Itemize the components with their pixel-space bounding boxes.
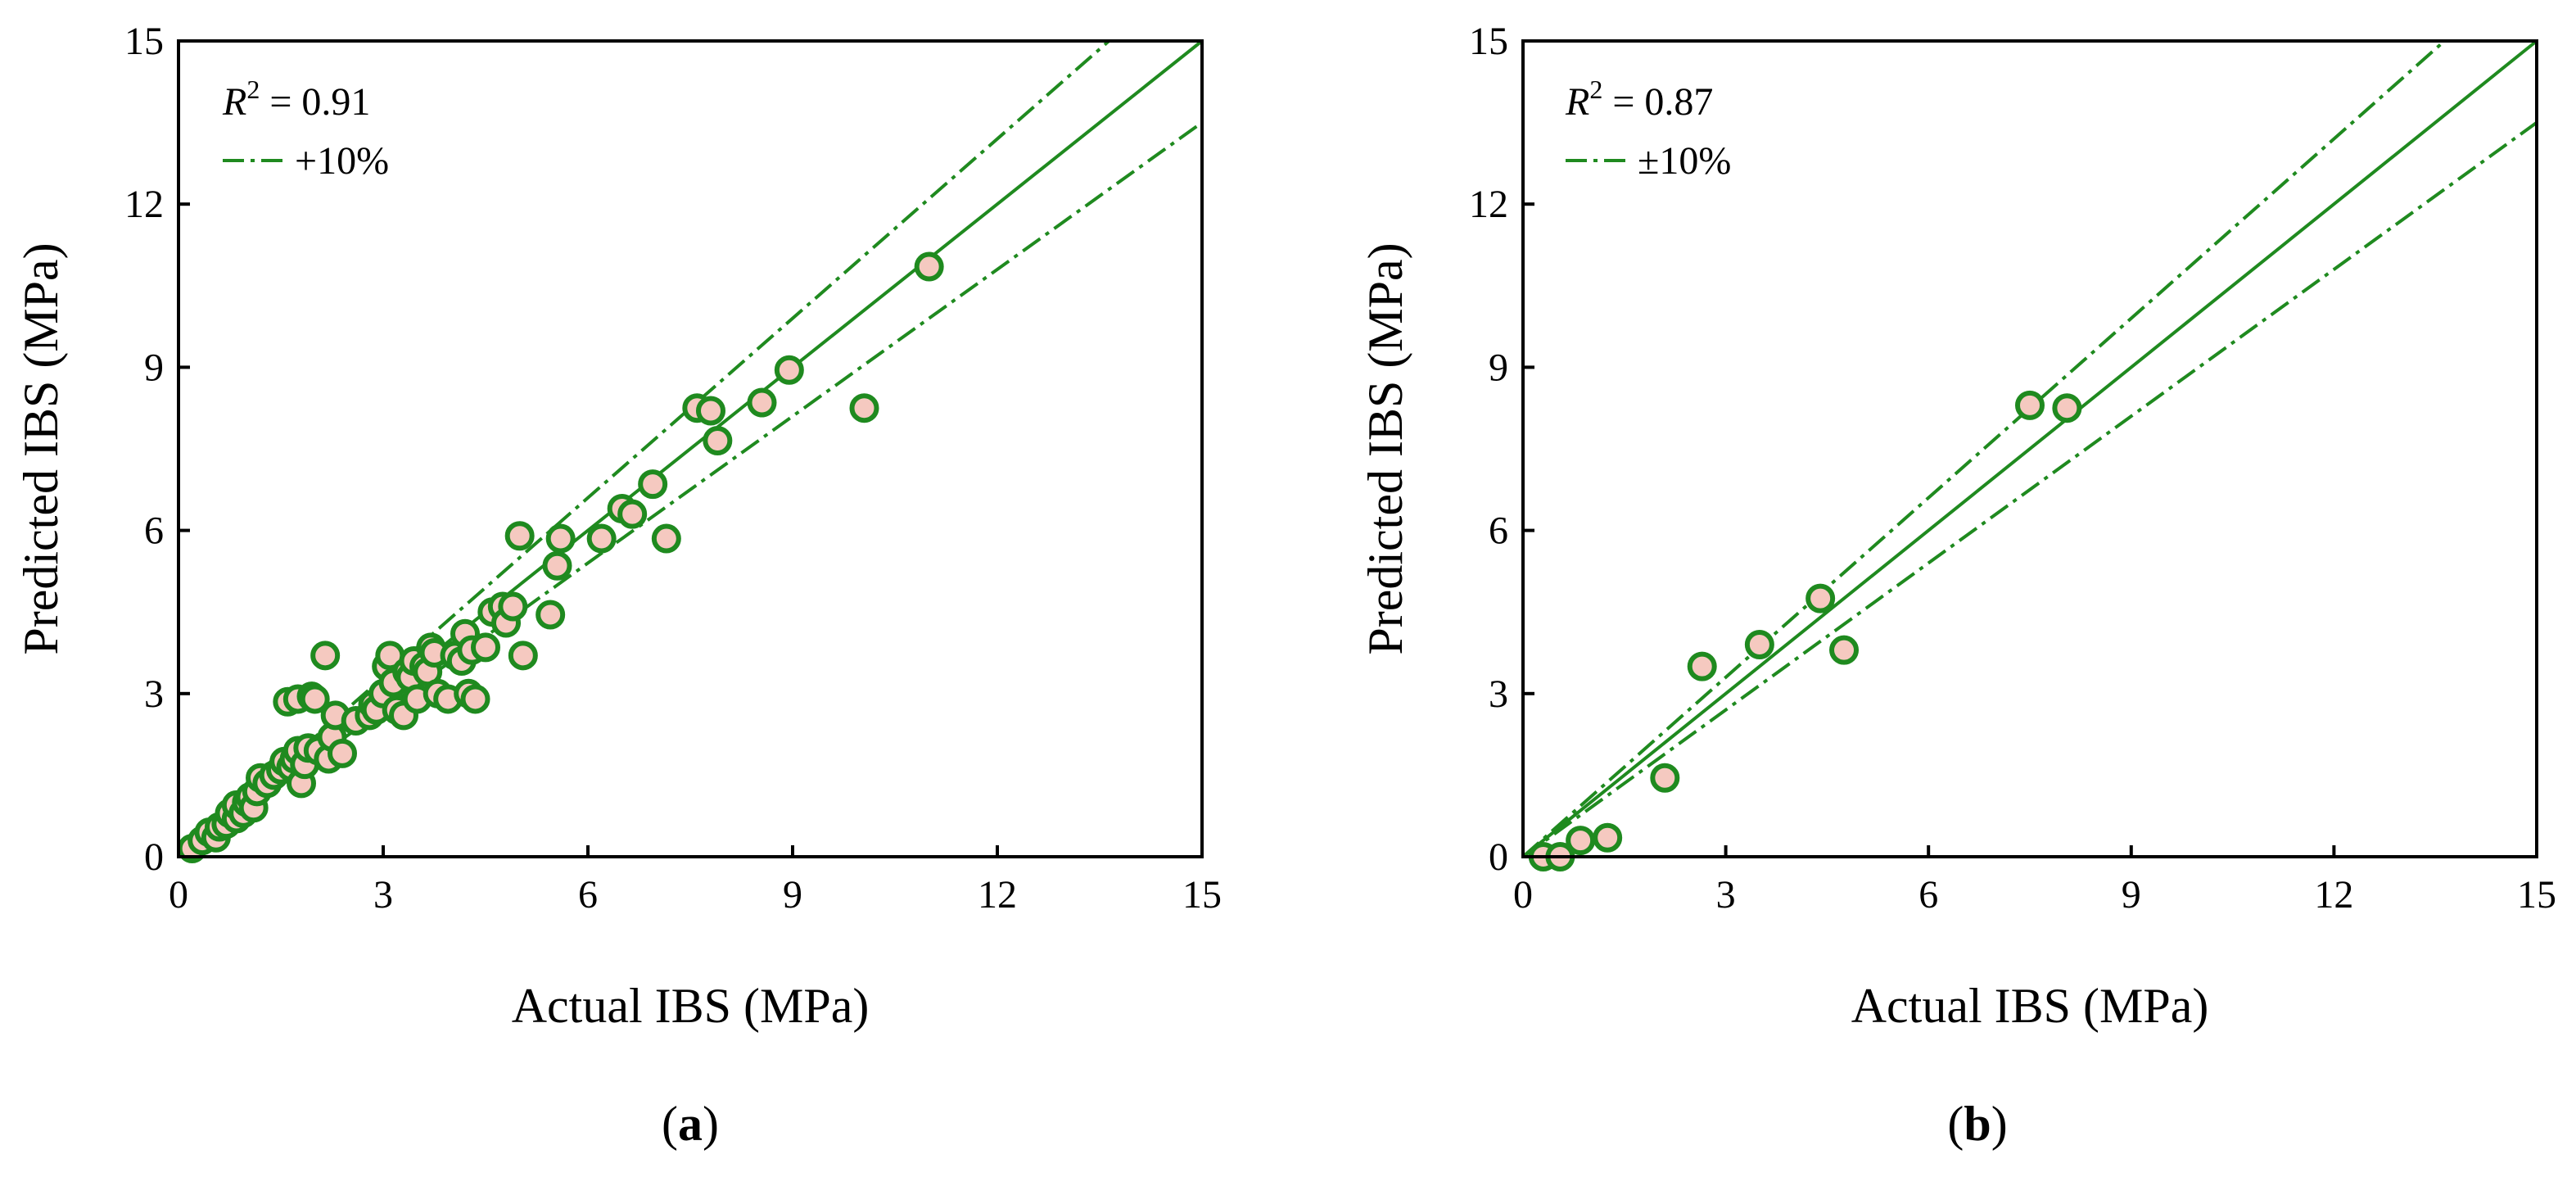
panel-a-x-tick-label-9: 9 — [783, 873, 802, 917]
panel-a-point-77 — [696, 396, 725, 426]
panel-a-ticks: 0 3 6 9 12 15 0 3 6 9 12 15 — [124, 20, 1222, 917]
panel-b-point-4 — [1650, 763, 1680, 793]
panel-a-x-axis-title: Actual IBS (MPa) — [512, 979, 870, 1033]
panel-b-y-tick-label-15: 15 — [1469, 20, 1508, 63]
panel-b-r2-value: = 0.87 — [1602, 80, 1713, 124]
panel-a-point-68 — [536, 600, 566, 630]
panel-a-y-tick-label-0: 0 — [144, 835, 164, 879]
panel-b-point-7 — [1805, 583, 1836, 613]
panel-b-point-6 — [1744, 630, 1774, 660]
panel-b-x-tick-label-9: 9 — [2122, 873, 2141, 917]
panel-a-point-79 — [747, 387, 777, 418]
panel-a-label-letter: a — [678, 1097, 703, 1151]
panel-b-y-tick-label-3: 3 — [1489, 672, 1508, 716]
panel-a-point-74 — [638, 469, 668, 500]
panel-b-x-tick-label-15: 15 — [2517, 873, 2556, 917]
panel-b-y-tick-label-9: 9 — [1489, 346, 1508, 389]
panel-a-point-81 — [849, 393, 879, 423]
panel-a: 0 3 6 9 12 15 0 3 6 9 12 15 Actual IBS (MPa) Predic… — [14, 20, 1222, 1151]
panel-a-x-tick-label-12: 12 — [978, 873, 1017, 917]
panel-b-label-letter: b — [1964, 1097, 1991, 1151]
panel-a-x-tick-label-6: 6 — [578, 873, 598, 917]
panel-a-y-tick-label-15: 15 — [124, 20, 164, 63]
panel-a-r2-sup: 2 — [246, 75, 260, 104]
panel-a-point-28 — [300, 684, 330, 714]
panel-a-r2-symbol: R — [222, 80, 246, 124]
panel-b-y-tick-label-6: 6 — [1489, 509, 1508, 553]
panel-b-point-5 — [1687, 651, 1717, 681]
panel-a-points — [177, 251, 944, 864]
panel-a-y-tick-label-6: 6 — [144, 509, 164, 553]
panel-a-point-71 — [586, 523, 617, 554]
panel-b-line-lower-10pct — [1521, 120, 2538, 858]
panel-b-label: (b) — [1947, 1097, 2007, 1151]
panel-b-y-tick-label-12: 12 — [1469, 183, 1508, 226]
panel-a-y-axis-title: Predicted IBS (MPa) — [14, 242, 68, 654]
panel-b-x-tick-label-12: 12 — [2314, 873, 2353, 917]
panel-b-x-axis-title: Actual IBS (MPa) — [1851, 979, 2209, 1033]
panel-a-y-tick-label-3: 3 — [144, 672, 164, 716]
panel-a-point-34 — [328, 738, 357, 768]
panel-a-x-tick-label-3: 3 — [373, 873, 393, 917]
panel-a-point-60 — [460, 684, 490, 714]
panel-a-point-78 — [703, 426, 733, 456]
panel-b-y-tick-label-0: 0 — [1489, 835, 1508, 879]
panel-b-point-8 — [1829, 635, 1860, 665]
panel-b-x-tick-label-0: 0 — [1513, 873, 1533, 917]
panel-b: 0 3 6 9 12 15 0 3 6 9 12 15 Actual IBS (MPa) Predic… — [1358, 20, 2556, 1151]
panel-a-point-61 — [471, 632, 500, 663]
panel-b-line-upper-10pct — [1521, 39, 2446, 858]
panel-a-axes-frame — [177, 39, 1204, 858]
panel-b-point-10 — [2052, 393, 2082, 423]
panel-b-x-tick-label-3: 3 — [1716, 873, 1736, 917]
panel-b-axes-frame — [1521, 39, 2538, 858]
panel-a-point-66 — [504, 521, 535, 551]
panel-b-point-9 — [2015, 390, 2045, 420]
panel-a-y-tick-label-9: 9 — [144, 346, 164, 389]
panel-b-line-identity — [1521, 39, 2538, 858]
panel-a-point-82 — [914, 251, 944, 282]
panel-b-y-axis-title: Predicted IBS (MPa) — [1358, 242, 1412, 654]
panel-b-r2-annotation: R2 = 0.87 — [1565, 75, 1713, 124]
panel-a-point-69 — [542, 550, 572, 581]
panel-b-x-tick-label-6: 6 — [1918, 873, 1938, 917]
panel-b-legend-label: ±10% — [1638, 139, 1731, 183]
panel-a-y-tick-label-12: 12 — [124, 183, 164, 226]
panel-a-point-80 — [774, 355, 804, 385]
panel-b-ticks: 0 3 6 9 12 15 0 3 6 9 12 15 — [1469, 20, 2556, 917]
panel-a-point-73 — [617, 499, 648, 529]
panel-a-point-75 — [651, 523, 681, 554]
panel-a-r2-annotation: R2 = 0.91 — [222, 75, 370, 124]
panel-a-point-70 — [545, 523, 576, 554]
panel-a-x-tick-label-15: 15 — [1182, 873, 1222, 917]
panel-b-point-3 — [1593, 822, 1623, 853]
panel-a-x-tick-label-0: 0 — [169, 873, 188, 917]
panel-b-r2-symbol: R — [1565, 80, 1589, 124]
panel-a-line-lower-10pct — [177, 120, 1204, 858]
panel-a-legend-label: +10% — [295, 139, 389, 183]
panel-a-point-30 — [310, 641, 341, 671]
panel-a-r2-value: = 0.91 — [260, 80, 370, 124]
panel-a-point-65 — [498, 591, 528, 622]
panel-a-point-67 — [508, 641, 538, 671]
panel-b-reference-lines — [1521, 39, 2538, 858]
panel-b-point-2 — [1566, 826, 1596, 856]
panel-b-r2-sup: 2 — [1589, 75, 1602, 104]
panel-a-label: (a) — [662, 1097, 719, 1151]
